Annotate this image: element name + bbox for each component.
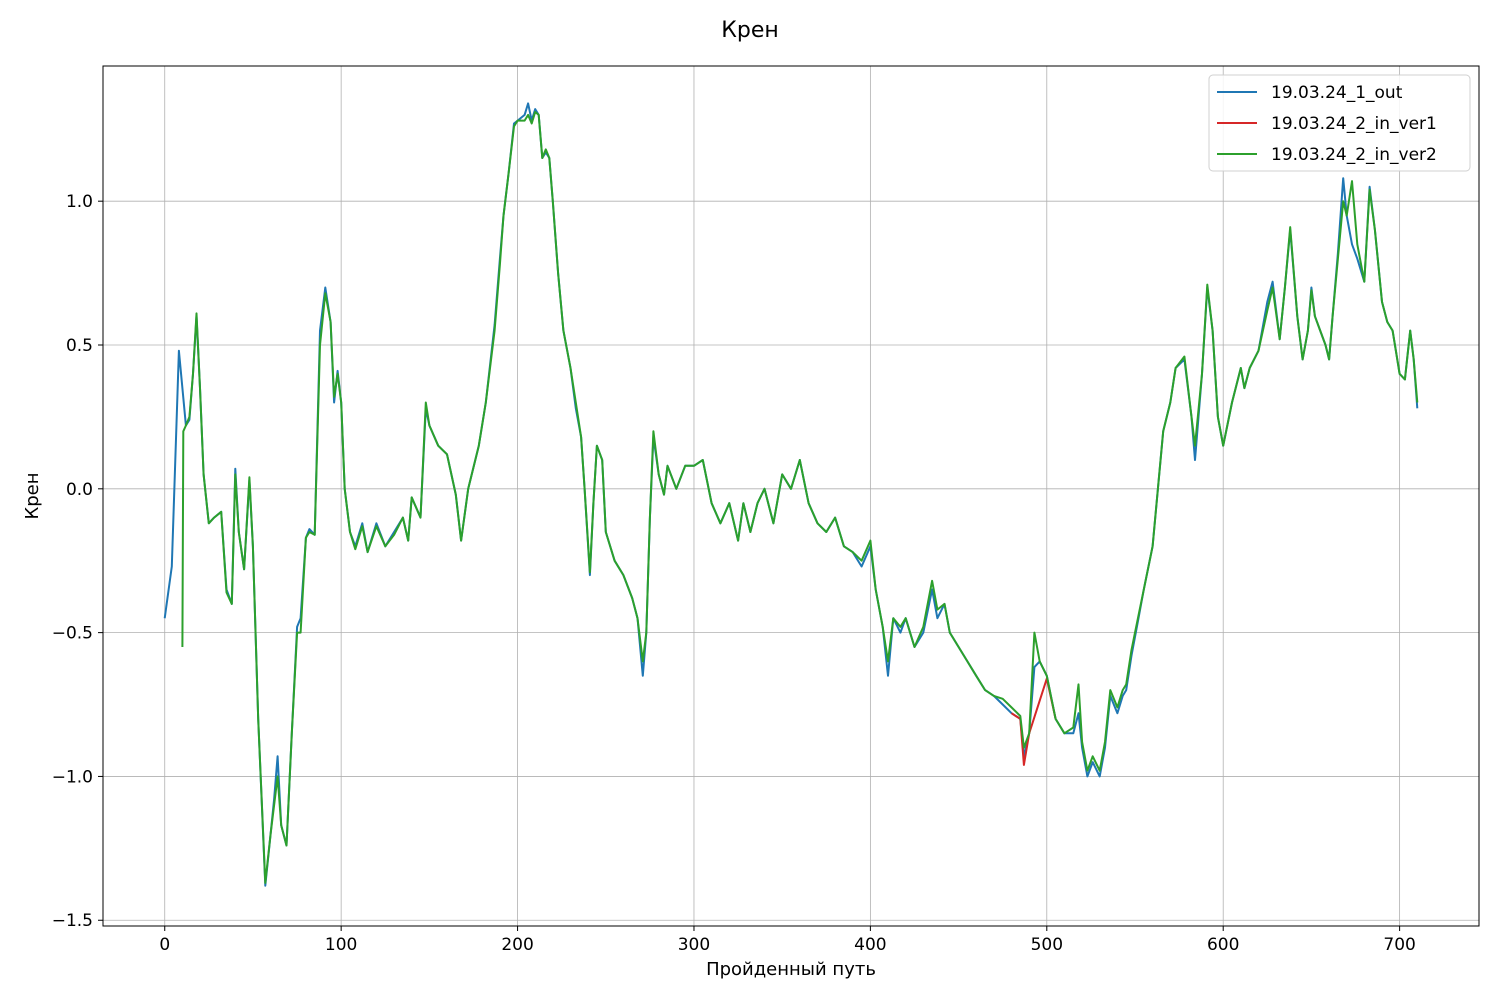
y-tick-label: 0.5: [66, 336, 93, 356]
legend: 19.03.24_1_out 19.03.24_2_in_ver1 19.03.24…: [1208, 74, 1471, 172]
legend-label: 19.03.24_2_in_ver1: [1271, 114, 1437, 134]
series-line-2: [1010, 677, 1057, 766]
x-tick-label: 700: [1383, 935, 1415, 955]
series-line-3: [181, 111, 1419, 884]
x-axis-label: Пройденный путь: [706, 959, 876, 980]
legend-label: 19.03.24_2_in_ver2: [1271, 145, 1437, 165]
series-line-1: [163, 102, 1419, 887]
x-tick-label: 400: [854, 935, 886, 955]
x-tick-label: 0: [159, 935, 170, 955]
y-tick-label: −0.5: [52, 624, 93, 644]
x-tick-label: 300: [678, 935, 710, 955]
y-axis-label: Крен: [22, 472, 43, 519]
y-axis: −1.5 −1.0 −0.5 0.0 0.5 1.0: [52, 192, 103, 931]
x-tick-label: 500: [1031, 935, 1063, 955]
x-tick-label: 200: [501, 935, 533, 955]
grid-lines: [103, 66, 1479, 926]
chart-title: Крен: [721, 18, 779, 43]
y-tick-label: 1.0: [66, 192, 93, 212]
y-tick-label: 0.0: [66, 480, 93, 500]
legend-box: [1208, 74, 1471, 172]
series-layer: [163, 102, 1419, 887]
x-axis: 0 100 200 300 400 500 600 700: [159, 926, 1416, 955]
plot-frame: [102, 65, 1480, 927]
y-tick-label: −1.5: [52, 911, 93, 931]
x-tick-label: 100: [325, 935, 357, 955]
legend-label: 19.03.24_1_out: [1271, 83, 1403, 103]
y-tick-label: −1.0: [52, 767, 93, 787]
x-tick-label: 600: [1207, 935, 1239, 955]
